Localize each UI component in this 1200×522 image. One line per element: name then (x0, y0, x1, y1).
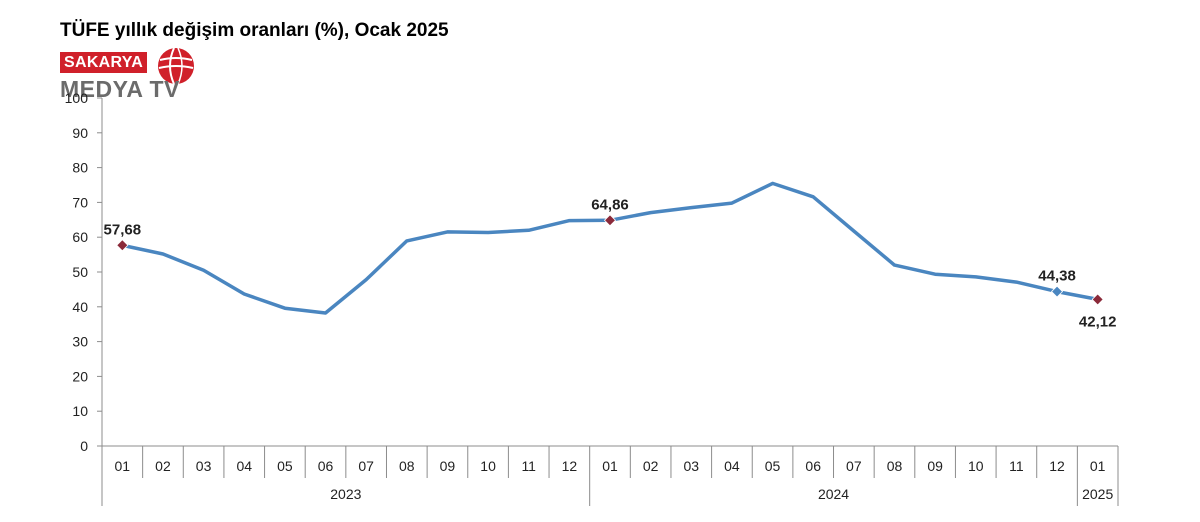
data-label: 42,12 (1079, 313, 1117, 330)
x-tick-label: 09 (927, 458, 943, 474)
year-label: 2023 (330, 486, 361, 502)
data-point-marker (603, 214, 617, 227)
x-tick-label: 06 (805, 458, 821, 474)
x-tick-label: 08 (399, 458, 415, 474)
x-tick-label: 11 (1009, 458, 1024, 474)
y-tick-label: 60 (72, 229, 88, 245)
year-label: 2025 (1082, 486, 1113, 502)
y-tick-label: 30 (72, 334, 88, 350)
x-tick-label: 10 (968, 458, 984, 474)
logo: SAKARYA MEDYA TV (60, 46, 194, 102)
x-tick-label: 07 (846, 458, 862, 474)
x-tick-label: 12 (562, 458, 578, 474)
x-tick-label: 12 (1049, 458, 1065, 474)
y-tick-label: 40 (72, 299, 88, 315)
data-label: 64,86 (591, 196, 629, 213)
data-point-marker (1050, 285, 1064, 298)
x-tick-label: 01 (115, 458, 131, 474)
logo-subtitle: MEDYA TV (60, 76, 180, 102)
y-tick-label: 90 (72, 125, 88, 141)
x-tick-label: 01 (1090, 458, 1106, 474)
y-tick-label: 0 (80, 438, 88, 454)
x-tick-label: 07 (358, 458, 374, 474)
y-tick-label: 100 (65, 90, 89, 106)
logo-badge: SAKARYA (60, 52, 148, 73)
x-tick-label: 02 (643, 458, 659, 474)
y-tick-label: 80 (72, 160, 88, 176)
x-tick-label: 03 (683, 458, 699, 474)
x-tick-label: 05 (765, 458, 781, 474)
x-tick-label: 11 (521, 458, 536, 474)
x-tick-label: 03 (196, 458, 212, 474)
data-point-marker (116, 239, 129, 252)
x-tick-label: 04 (724, 458, 740, 474)
data-point-marker (1091, 293, 1104, 306)
x-tick-label: 01 (602, 458, 618, 474)
y-tick-label: 10 (72, 403, 88, 419)
x-tick-label: 02 (155, 458, 171, 474)
y-tick-label: 20 (72, 368, 88, 384)
x-tick-label: 06 (318, 458, 334, 474)
y-tick-label: 50 (72, 264, 88, 280)
x-tick-label: 08 (887, 458, 903, 474)
x-tick-label: 10 (480, 458, 496, 474)
data-label: 44,38 (1038, 268, 1076, 285)
data-label: 57,68 (104, 221, 142, 238)
year-label: 2024 (818, 486, 849, 502)
x-tick-label: 04 (236, 458, 252, 474)
x-tick-label: 05 (277, 458, 293, 474)
chart-title: TÜFE yıllık değişim oranları (%), Ocak 2… (60, 20, 449, 41)
x-tick-label: 09 (440, 458, 456, 474)
globe-icon (158, 47, 194, 85)
y-tick-label: 70 (72, 194, 88, 210)
